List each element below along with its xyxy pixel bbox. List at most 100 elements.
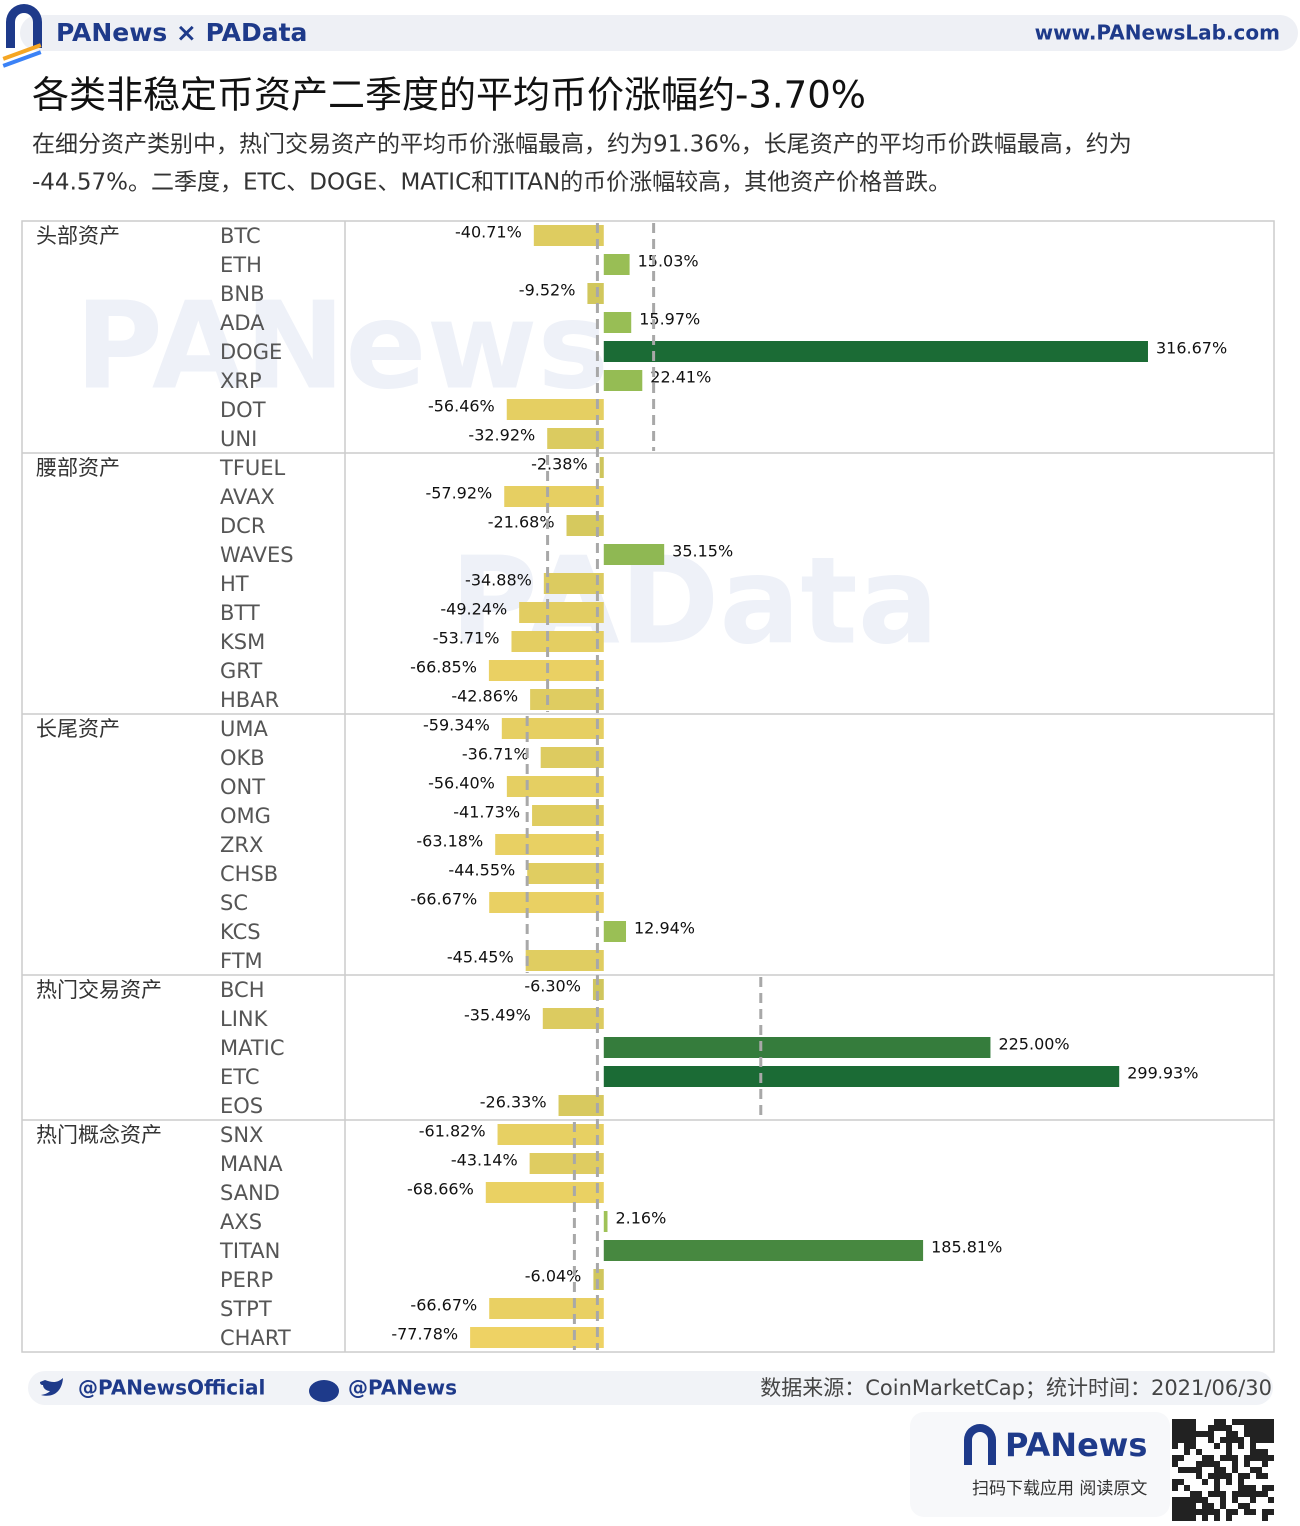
category-label: AVAX <box>220 485 275 509</box>
qr-cell <box>1184 1497 1190 1503</box>
qr-cell <box>1256 1437 1262 1443</box>
bar <box>519 602 604 623</box>
category-label: KCS <box>220 920 261 944</box>
category-label: DCR <box>220 514 265 538</box>
bar <box>485 1182 604 1203</box>
qr-cell <box>1196 1473 1202 1479</box>
qr-cell <box>1256 1467 1262 1473</box>
value-label: -9.52% <box>519 281 576 300</box>
category-label: ETC <box>220 1065 260 1089</box>
bar <box>592 979 604 1000</box>
value-label: 15.03% <box>638 252 699 271</box>
qr-cell <box>1232 1455 1238 1461</box>
value-label: 316.67% <box>1156 339 1227 358</box>
qr-cell <box>1250 1455 1256 1461</box>
qr-cell <box>1232 1467 1238 1473</box>
qr-cell <box>1214 1443 1220 1449</box>
qr-cell <box>1184 1485 1190 1491</box>
qr-cell <box>1172 1443 1178 1449</box>
bar <box>532 805 604 826</box>
category-label: XRP <box>220 369 262 393</box>
qr-cell <box>1268 1497 1274 1503</box>
qr-cell <box>1202 1515 1208 1521</box>
value-label: 299.93% <box>1127 1064 1198 1083</box>
qr-cell <box>1226 1425 1232 1431</box>
qr-cell <box>1220 1473 1226 1479</box>
qr-cell <box>1190 1497 1196 1503</box>
qr-cell <box>1214 1479 1220 1485</box>
category-label: EOS <box>220 1094 263 1118</box>
footer-bar <box>28 1371 1273 1405</box>
qr-cell <box>1172 1431 1178 1437</box>
value-label: -26.33% <box>480 1093 547 1112</box>
value-label: 2.16% <box>615 1209 666 1228</box>
qr-cell <box>1178 1467 1184 1473</box>
qr-cell <box>1178 1503 1184 1509</box>
qr-cell <box>1178 1479 1184 1485</box>
chart-title: 各类非稳定币资产二季度的平均币价涨幅约-3.70% <box>32 74 866 117</box>
qr-cell <box>1238 1443 1244 1449</box>
qr-cell <box>1238 1503 1244 1509</box>
qr-cell <box>1196 1491 1202 1497</box>
value-label: -49.24% <box>440 600 507 619</box>
qr-cell <box>1250 1467 1256 1473</box>
source: 数据来源：CoinMarketCap；统计时间：2021/06/30 <box>760 1376 1272 1400</box>
bar <box>501 718 604 739</box>
qr-cell <box>1244 1425 1250 1431</box>
value-label: -56.40% <box>428 774 495 793</box>
value-label: -32.92% <box>468 426 535 445</box>
value-label: 225.00% <box>998 1035 1069 1054</box>
qr-cell <box>1262 1419 1268 1425</box>
qr-cell <box>1184 1443 1190 1449</box>
qr-cell <box>1214 1509 1220 1515</box>
category-label: KSM <box>220 630 265 654</box>
value-label: 15.97% <box>639 310 700 329</box>
qr-cell <box>1268 1455 1274 1461</box>
qr-cell <box>1256 1455 1262 1461</box>
value-label: 185.81% <box>931 1238 1002 1257</box>
qr-cell <box>1208 1431 1214 1437</box>
qr-cell <box>1250 1419 1256 1425</box>
value-label: -59.34% <box>423 716 490 735</box>
qr-cell <box>1244 1491 1250 1497</box>
qr-cell <box>1262 1473 1268 1479</box>
qr-cell <box>1226 1509 1232 1515</box>
value-label: -41.73% <box>453 803 520 822</box>
qr-cell <box>1238 1419 1244 1425</box>
qr-cell <box>1214 1485 1220 1491</box>
qr-cell <box>1232 1437 1238 1443</box>
qr-cell <box>1250 1485 1256 1491</box>
qr-cell <box>1196 1449 1202 1455</box>
qr-cell <box>1262 1509 1268 1515</box>
qr-cell <box>1214 1515 1220 1521</box>
bar <box>506 399 604 420</box>
qr-cell <box>1268 1431 1274 1437</box>
bar <box>504 486 604 507</box>
category-label: BCH <box>220 978 265 1002</box>
bar <box>599 457 604 478</box>
qr-cell <box>1190 1431 1196 1437</box>
qr-cell <box>1262 1437 1268 1443</box>
subtitle: -44.57%。二季度，ETC、DOGE、MATIC和TITAN的币价涨幅较高，… <box>32 170 951 196</box>
bar <box>566 515 604 536</box>
category-label: MANA <box>220 1152 283 1176</box>
qr-cell <box>1262 1485 1268 1491</box>
qr-cell <box>1184 1437 1190 1443</box>
category-label: PERP <box>220 1268 273 1292</box>
bar <box>533 225 604 246</box>
qr-cell <box>1178 1431 1184 1437</box>
category-label: HBAR <box>220 688 279 712</box>
category-label: ONT <box>220 775 265 799</box>
qr-cell <box>1220 1497 1226 1503</box>
qr-cell <box>1202 1497 1208 1503</box>
qr-cell <box>1244 1455 1250 1461</box>
value-label: -2.38% <box>531 455 588 474</box>
value-label: -66.67% <box>410 890 477 909</box>
bar <box>587 283 604 304</box>
qr-cell <box>1262 1431 1268 1437</box>
qr-cell <box>1208 1503 1214 1509</box>
value-label: -21.68% <box>488 513 555 532</box>
category-label: STPT <box>220 1297 272 1321</box>
qr-cell <box>1178 1437 1184 1443</box>
